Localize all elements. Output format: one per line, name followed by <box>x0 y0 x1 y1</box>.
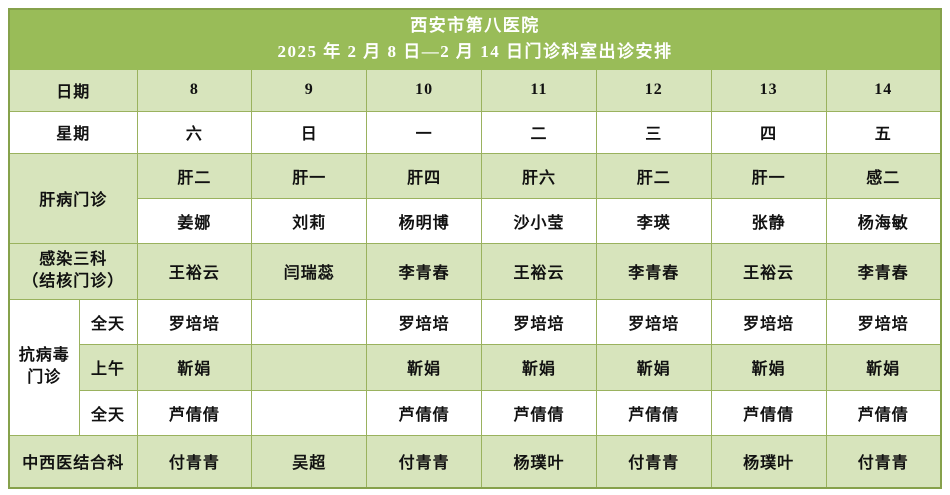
integrative-dept-label: 中西医结合科 <box>8 434 138 489</box>
schedule-subtitle: 2025 年 2 月 8 日—2 月 14 日门诊科室出诊安排 <box>277 42 673 62</box>
doctor-cell: 王裕云 <box>481 242 597 300</box>
date-row: 日期 8 9 10 11 12 13 14 <box>8 68 942 112</box>
antiviral-label-line2: 门诊 <box>27 369 62 386</box>
date-cell: 12 <box>595 68 712 112</box>
room-cell: 肝二 <box>595 152 712 199</box>
room-cell: 肝六 <box>481 152 597 199</box>
doctor-cell: 付青青 <box>825 434 942 489</box>
weekday-row-label: 星期 <box>8 110 138 154</box>
doctor-cell: 靳娟 <box>825 343 942 391</box>
weekday-cell: 五 <box>825 110 942 154</box>
doctor-cell: 杨海敏 <box>825 197 942 244</box>
doctor-cell: 王裕云 <box>136 242 253 300</box>
doctor-cell: 付青青 <box>595 434 712 489</box>
doctor-cell: 李青春 <box>825 242 942 300</box>
page-title: 西安市第八医院 2025 年 2 月 8 日—2 月 14 日门诊科室出诊安排 <box>8 8 942 70</box>
date-cell: 14 <box>825 68 942 112</box>
infection-dept-label-line2: （结核门诊） <box>22 273 125 290</box>
doctor-cell: 付青青 <box>136 434 253 489</box>
hospital-name: 西安市第八医院 <box>410 16 540 36</box>
weekday-cell: 二 <box>481 110 597 154</box>
doctor-cell: 张静 <box>710 197 827 244</box>
clinic-schedule-table: 西安市第八医院 2025 年 2 月 8 日—2 月 14 日门诊科室出诊安排 … <box>8 8 942 489</box>
doctor-cell: 芦倩倩 <box>595 389 712 436</box>
doctor-cell <box>251 298 368 345</box>
liver-clinic-doctor-row: 姜娜 刘莉 杨明博 沙小莹 李瑛 张静 杨海敏 <box>9 197 942 244</box>
doctor-cell: 靳娟 <box>136 343 253 391</box>
antiviral-clinic-label: 抗病毒 门诊 <box>8 298 80 436</box>
doctor-cell: 靳娟 <box>595 343 712 391</box>
room-cell: 肝一 <box>251 152 368 199</box>
doctor-cell: 芦倩倩 <box>366 389 483 436</box>
doctor-cell: 罗培培 <box>136 298 253 345</box>
doctor-cell: 芦倩倩 <box>136 389 253 436</box>
date-cell: 8 <box>136 68 253 112</box>
doctor-cell: 刘莉 <box>251 197 368 244</box>
doctor-cell: 罗培培 <box>481 298 597 345</box>
doctor-cell: 杨璞叶 <box>710 434 827 489</box>
antiviral-row-fullday-2: 全天 芦倩倩 芦倩倩 芦倩倩 芦倩倩 芦倩倩 芦倩倩 <box>9 389 942 436</box>
doctor-cell <box>251 389 368 436</box>
doctor-cell: 罗培培 <box>366 298 483 345</box>
weekday-cell: 一 <box>366 110 483 154</box>
antiviral-row-fullday-1: 抗病毒 门诊 全天 罗培培 罗培培 罗培培 罗培培 罗培培 罗培培 <box>8 298 942 436</box>
doctor-cell <box>251 343 368 391</box>
doctor-cell: 付青青 <box>366 434 483 489</box>
doctor-cell: 吴超 <box>251 434 368 489</box>
liver-clinic-room-row: 肝病门诊 肝二 肝一 肝四 肝六 肝二 肝一 感二 <box>8 152 942 244</box>
date-cell: 9 <box>251 68 368 112</box>
liver-clinic-label: 肝病门诊 <box>8 152 138 244</box>
infection-dept-label: 感染三科 （结核门诊） <box>8 242 138 300</box>
doctor-cell: 闫瑞蕊 <box>251 242 368 300</box>
doctor-cell: 杨璞叶 <box>481 434 597 489</box>
doctor-cell: 李青春 <box>595 242 712 300</box>
doctor-cell: 姜娜 <box>136 197 253 244</box>
doctor-cell: 王裕云 <box>710 242 827 300</box>
schedule-sheet: 西安市第八医院 2025 年 2 月 8 日—2 月 14 日门诊科室出诊安排 … <box>8 8 942 489</box>
room-cell: 肝一 <box>710 152 827 199</box>
weekday-cell: 日 <box>251 110 368 154</box>
weekday-cell: 六 <box>136 110 253 154</box>
time-slot-label: 全天 <box>78 389 138 436</box>
doctor-cell: 靳娟 <box>366 343 483 391</box>
doctor-cell: 沙小莹 <box>481 197 597 244</box>
doctor-cell: 罗培培 <box>595 298 712 345</box>
doctor-cell: 罗培培 <box>825 298 942 345</box>
table-title-row: 西安市第八医院 2025 年 2 月 8 日—2 月 14 日门诊科室出诊安排 <box>8 8 942 70</box>
infection-dept-row: 感染三科 （结核门诊） 王裕云 闫瑞蕊 李青春 王裕云 李青春 王裕云 李青春 <box>8 242 942 300</box>
weekday-cell: 三 <box>595 110 712 154</box>
room-cell: 感二 <box>825 152 942 199</box>
doctor-cell: 芦倩倩 <box>710 389 827 436</box>
room-cell: 肝四 <box>366 152 483 199</box>
weekday-row: 星期 六 日 一 二 三 四 五 <box>8 110 942 154</box>
antiviral-label-line1: 抗病毒 <box>18 347 70 364</box>
doctor-cell: 李青春 <box>366 242 483 300</box>
date-cell: 11 <box>481 68 597 112</box>
date-cell: 13 <box>710 68 827 112</box>
room-cell: 肝二 <box>136 152 253 199</box>
integrative-dept-row: 中西医结合科 付青青 吴超 付青青 杨璞叶 付青青 杨璞叶 付青青 <box>8 434 942 489</box>
doctor-cell: 杨明博 <box>366 197 483 244</box>
infection-dept-label-line1: 感染三科 <box>39 251 108 268</box>
doctor-cell: 芦倩倩 <box>825 389 942 436</box>
doctor-cell: 芦倩倩 <box>481 389 597 436</box>
time-slot-label: 全天 <box>78 298 138 345</box>
doctor-cell: 靳娟 <box>710 343 827 391</box>
antiviral-row-morning: 上午 靳娟 靳娟 靳娟 靳娟 靳娟 靳娟 <box>9 343 942 391</box>
doctor-cell: 靳娟 <box>481 343 597 391</box>
doctor-cell: 李瑛 <box>595 197 712 244</box>
doctor-cell: 罗培培 <box>710 298 827 345</box>
time-slot-label: 上午 <box>78 343 138 391</box>
date-row-label: 日期 <box>8 68 138 112</box>
weekday-cell: 四 <box>710 110 827 154</box>
date-cell: 10 <box>366 68 483 112</box>
